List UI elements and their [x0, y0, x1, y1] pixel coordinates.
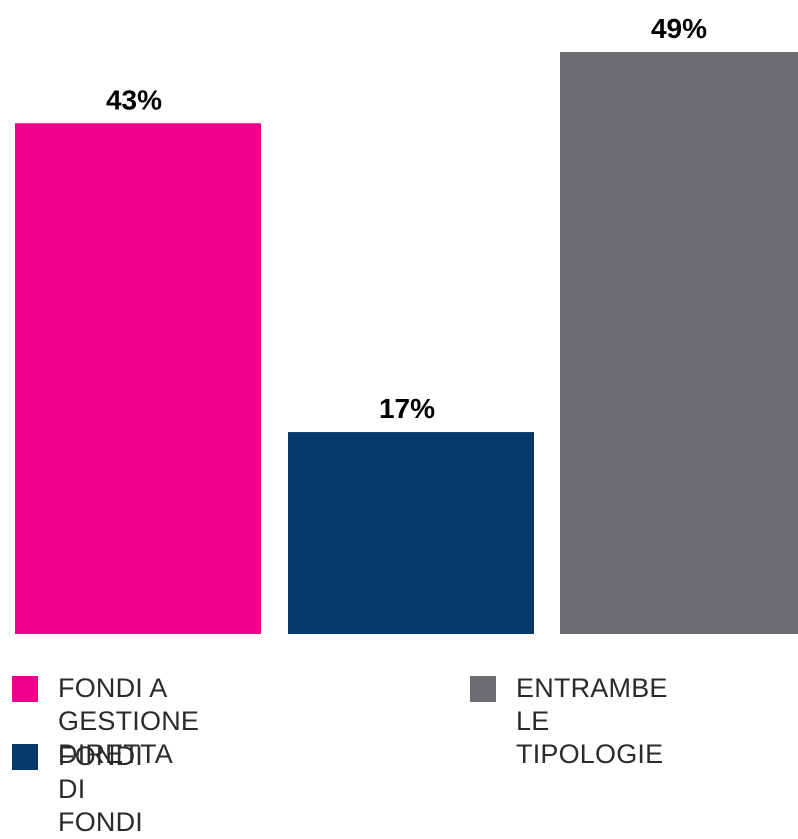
legend-item-entrambe-le-tipologie: ENTRAMBE LE TIPOLOGIE	[470, 672, 668, 771]
legend-label: FONDI DI FONDI	[58, 741, 143, 837]
legend-swatch	[12, 744, 38, 770]
data-label-fondi-di-fondi: 17%	[379, 393, 435, 424]
legend-item-fondi-di-fondi: FONDI DI FONDI	[12, 740, 143, 839]
data-label-fondi-a-gestione-diretta: 43%	[106, 84, 162, 115]
bar-chart: 43% 17% 49%	[15, 13, 798, 634]
legend-item-fondi-a-gestione-diretta: FONDI A GESTIONE DIRETTA	[12, 672, 199, 771]
bars-group	[15, 52, 798, 634]
bar-entrambe-le-tipologie	[560, 52, 798, 634]
bar-fondi-a-gestione-diretta	[15, 123, 261, 634]
legend-label: FONDI A GESTIONE DIRETTA	[58, 673, 200, 769]
legend-swatch	[12, 676, 38, 702]
legend-swatch	[470, 676, 496, 702]
legend-label: ENTRAMBE LE TIPOLOGIE	[516, 673, 668, 769]
data-label-entrambe-le-tipologie: 49%	[651, 13, 707, 44]
data-labels-group: 43% 17% 49%	[106, 13, 707, 424]
bar-fondi-di-fondi	[288, 432, 534, 634]
